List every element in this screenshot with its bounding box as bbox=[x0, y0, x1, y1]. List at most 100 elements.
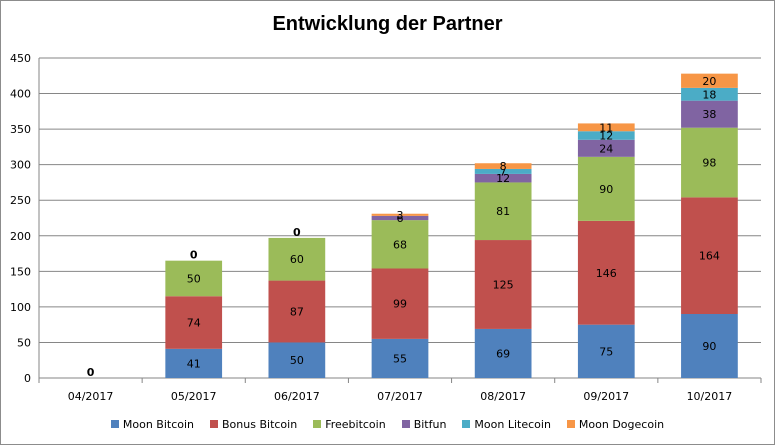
bar-segment bbox=[474, 240, 532, 329]
x-tick-label: 09/2017 bbox=[583, 390, 629, 403]
y-tick-label: 0 bbox=[24, 372, 31, 385]
x-tick-label: 08/2017 bbox=[480, 390, 526, 403]
data-label: 12 bbox=[599, 130, 613, 143]
data-label: 55 bbox=[393, 352, 407, 365]
data-label: 68 bbox=[393, 238, 407, 251]
legend-item: Moon Bitcoin bbox=[110, 415, 195, 433]
data-label: 41 bbox=[187, 357, 201, 370]
bar-segment bbox=[577, 139, 635, 157]
data-label: 6 bbox=[397, 212, 404, 225]
bar-segment bbox=[268, 342, 326, 378]
bar-segment bbox=[474, 163, 532, 169]
data-label: 74 bbox=[187, 317, 201, 330]
data-label: 11 bbox=[599, 121, 613, 134]
y-tick-label: 350 bbox=[10, 123, 31, 136]
bar-segment bbox=[371, 220, 429, 269]
bar-segment bbox=[681, 87, 738, 101]
x-tick-label: 05/2017 bbox=[171, 390, 217, 403]
bar-segment bbox=[371, 213, 429, 216]
bar-segment bbox=[577, 156, 635, 221]
x-tick-label: 07/2017 bbox=[377, 390, 423, 403]
data-label: 90 bbox=[702, 340, 716, 353]
x-tick-label: 06/2017 bbox=[274, 390, 320, 403]
legend-item: Bitfun bbox=[401, 415, 447, 433]
y-tick-label: 250 bbox=[10, 194, 31, 207]
bar-segment bbox=[268, 237, 326, 281]
chart-title: Entwicklung der Partner bbox=[272, 13, 503, 35]
legend-swatch bbox=[110, 420, 119, 428]
y-tick-label: 100 bbox=[10, 301, 31, 314]
data-label: 12 bbox=[496, 172, 510, 185]
legend-label: Bonus Bitcoin bbox=[222, 417, 298, 431]
bar-segment bbox=[681, 100, 738, 128]
data-label: 38 bbox=[702, 108, 716, 121]
x-tick-label: 10/2017 bbox=[687, 390, 733, 403]
y-tick-label: 450 bbox=[10, 52, 31, 65]
bar-segment bbox=[371, 338, 429, 378]
y-tick-label: 300 bbox=[10, 159, 31, 172]
bar-segment bbox=[474, 168, 532, 174]
bar-segment bbox=[268, 280, 326, 343]
data-label: 18 bbox=[702, 88, 716, 101]
data-label: 90 bbox=[599, 183, 613, 196]
legend-swatch bbox=[566, 420, 575, 428]
zero-data-label: 0 bbox=[293, 226, 301, 239]
data-label: 7 bbox=[500, 165, 507, 178]
legend-label: Moon Litecoin bbox=[474, 417, 551, 431]
data-label: 24 bbox=[599, 142, 613, 155]
legend-item: Moon Dogecoin bbox=[566, 415, 665, 433]
data-label: 50 bbox=[187, 272, 201, 285]
bar-segment bbox=[474, 173, 532, 183]
legend: Moon Bitcoin Bonus Bitcoin Freebitcoin Bitf… bbox=[1, 415, 774, 433]
legend-swatch bbox=[462, 420, 471, 428]
bar-segment bbox=[577, 123, 635, 132]
legend-item: Bonus Bitcoin bbox=[210, 415, 297, 433]
legend-label: Moon Dogecoin bbox=[578, 417, 665, 431]
bar-segment bbox=[681, 197, 738, 314]
data-label: 125 bbox=[493, 278, 514, 291]
bar-segment bbox=[474, 182, 532, 241]
bar-segment bbox=[681, 73, 738, 88]
y-tick-label: 50 bbox=[17, 336, 31, 349]
bar-segment bbox=[681, 127, 738, 198]
legend-item: Moon Litecoin bbox=[462, 415, 551, 433]
bar-segment bbox=[577, 324, 635, 378]
data-label: 98 bbox=[702, 157, 716, 170]
bar-segment bbox=[577, 220, 635, 325]
bar-segment bbox=[165, 348, 223, 378]
x-tick-label: 04/2017 bbox=[68, 390, 114, 403]
bar-segment bbox=[165, 296, 223, 349]
legend-swatch bbox=[401, 420, 410, 428]
data-label: 3 bbox=[397, 209, 404, 222]
y-tick-label: 150 bbox=[10, 265, 31, 278]
data-label: 87 bbox=[290, 306, 304, 319]
zero-data-label: 0 bbox=[87, 366, 95, 379]
y-tick-label: 400 bbox=[10, 88, 31, 101]
legend-item: Freebitcoin bbox=[313, 415, 386, 433]
data-label: 81 bbox=[496, 205, 510, 218]
bar-segment bbox=[371, 215, 429, 221]
bar-segment bbox=[474, 328, 532, 378]
legend-swatch bbox=[313, 420, 322, 428]
data-label: 75 bbox=[599, 345, 613, 358]
data-label: 146 bbox=[596, 267, 617, 280]
bar-segment bbox=[681, 314, 738, 378]
legend-label: Freebitcoin bbox=[325, 417, 386, 431]
bar-segment bbox=[577, 131, 635, 140]
data-label: 69 bbox=[496, 347, 510, 360]
bar-segment bbox=[165, 260, 223, 297]
legend-swatch bbox=[210, 420, 219, 428]
legend-label: Bitfun bbox=[413, 417, 447, 431]
legend-label: Moon Bitcoin bbox=[122, 417, 195, 431]
data-label: 50 bbox=[290, 354, 304, 367]
zero-data-label: 0 bbox=[190, 249, 198, 262]
data-label: 60 bbox=[290, 253, 304, 266]
data-label: 99 bbox=[393, 298, 407, 311]
data-label: 8 bbox=[500, 160, 507, 173]
data-label: 20 bbox=[702, 75, 716, 88]
bar-segment bbox=[371, 268, 429, 339]
y-tick-label: 200 bbox=[10, 230, 31, 243]
data-label: 164 bbox=[699, 250, 720, 263]
